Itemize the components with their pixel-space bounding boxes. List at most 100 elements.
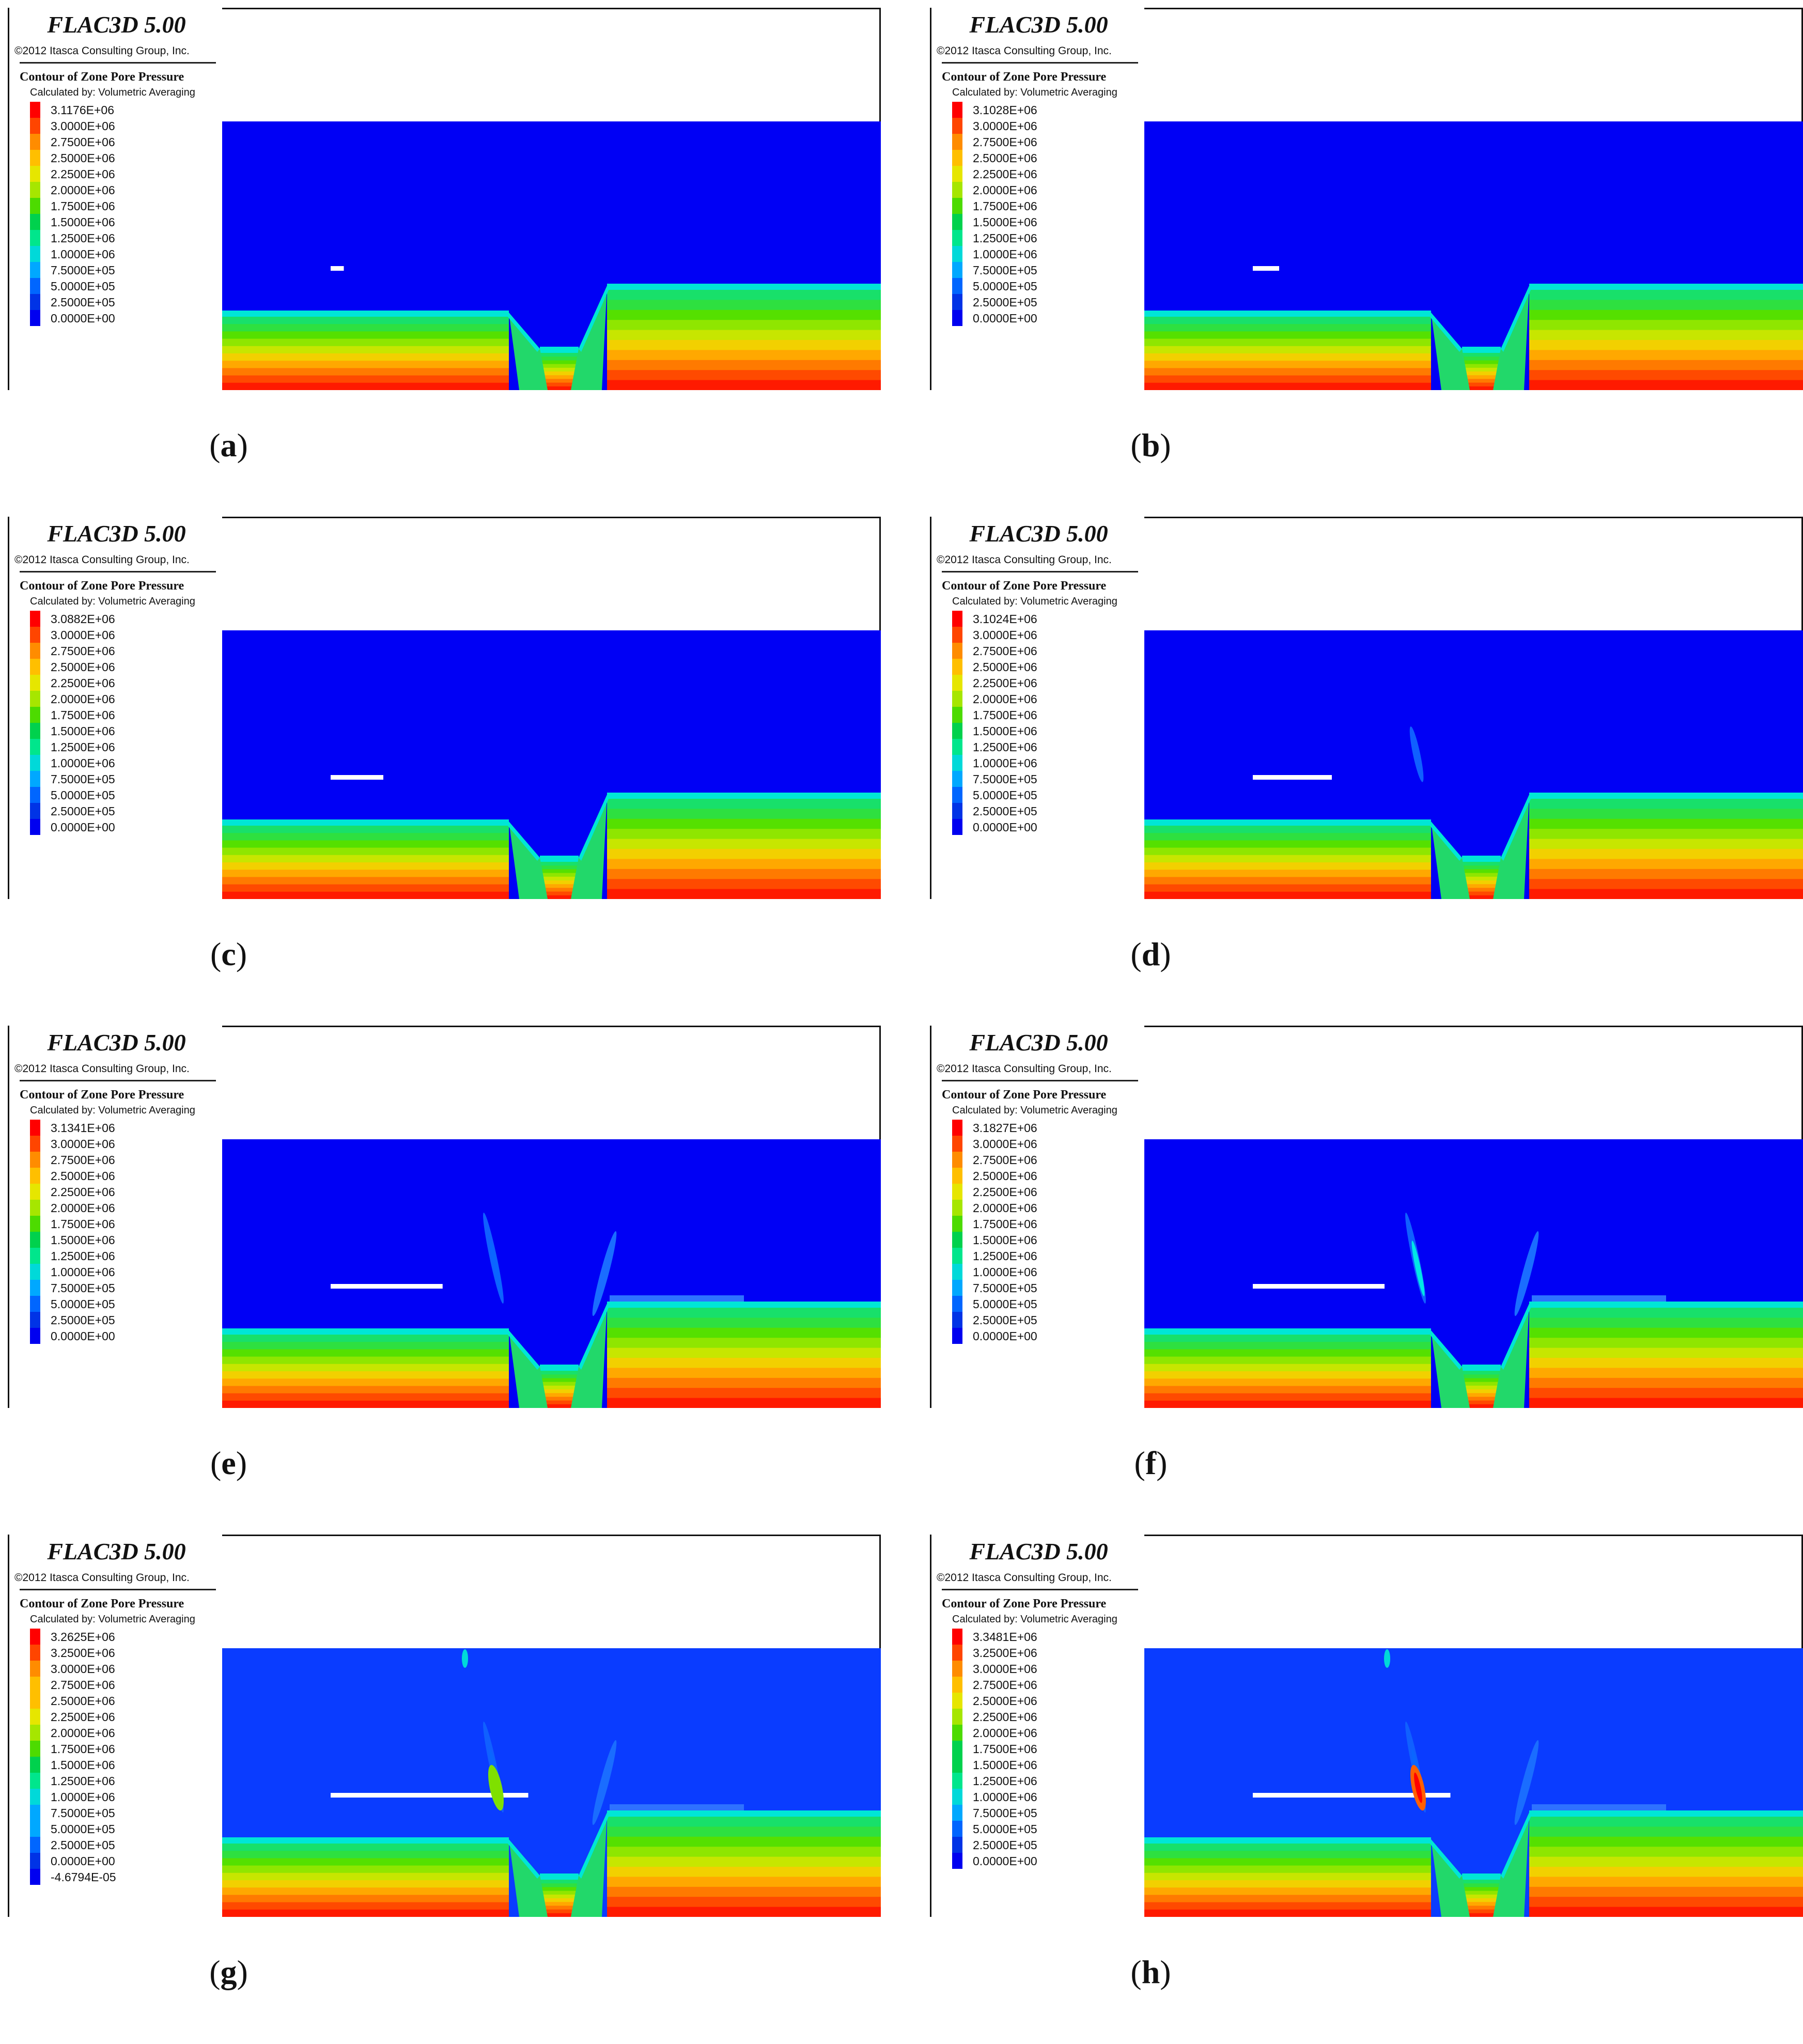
scale-value: 2.2500E+06: [51, 167, 115, 181]
legend-box: FLAC3D 5.00 ©2012 Itasca Consulting Grou…: [930, 517, 1144, 899]
right-strata-band: [607, 1338, 881, 1349]
scale-entry: 1.5000E+06: [30, 214, 216, 230]
right-strata-band: [607, 818, 881, 830]
contour-plot: [1144, 517, 1803, 899]
scale-entry: 3.0000E+06: [952, 118, 1138, 134]
scale-swatch: [952, 1328, 962, 1344]
scale-entry: 3.1028E+06: [952, 102, 1138, 118]
scale-swatch: [30, 803, 40, 819]
scale-swatch: [30, 1837, 40, 1853]
right-strata-band: [607, 1836, 881, 1848]
fracture-hot-core: [488, 1764, 504, 1811]
scale-entry: 1.7500E+06: [30, 707, 216, 723]
scale-entry: 0.0000E+00: [30, 310, 216, 326]
right-strata-band: [1529, 809, 1803, 819]
notch-floor-band: [540, 1404, 579, 1408]
scale-value: 2.2500E+06: [51, 1710, 115, 1724]
notch-floor-band: [540, 865, 579, 870]
scale-swatch: [30, 246, 40, 262]
left-strata-band: [1144, 884, 1431, 892]
scale-swatch: [952, 739, 962, 755]
notch-floor-band: [540, 1891, 579, 1895]
scale-swatch: [952, 1296, 962, 1312]
app-title: FLAC3D 5.00: [969, 1029, 1108, 1056]
left-strata-band: [222, 331, 509, 339]
notch-floor-cap: [540, 1365, 579, 1371]
left-strata-band: [222, 1880, 509, 1888]
left-strata-band: [1144, 368, 1431, 376]
scale-swatch: [952, 1184, 962, 1200]
scale-swatch: [952, 1168, 962, 1184]
scale-value: 3.1341E+06: [51, 1121, 115, 1135]
notch-floor-band: [1462, 367, 1501, 372]
contour-panel-a: FLAC3D 5.00 ©2012 Itasca Consulting Grou…: [8, 8, 881, 517]
scale-swatch: [952, 755, 962, 771]
scale-swatch: [30, 691, 40, 707]
upper-fracture-lens: [1384, 1649, 1390, 1668]
scale-value: 1.0000E+06: [973, 247, 1037, 261]
notch-floor-band: [540, 1887, 579, 1892]
left-strata-cap: [222, 311, 509, 317]
right-strata-band: [1529, 1897, 1803, 1908]
scale-entry: 1.7500E+06: [952, 1741, 1138, 1757]
panel-caption: (f): [1134, 1445, 1168, 1481]
scale-entry: 1.5000E+06: [952, 1757, 1138, 1773]
scale-value: 2.5000E+05: [51, 1313, 115, 1327]
right-strata-band: [1529, 1826, 1803, 1837]
fracture-lens-right: [592, 1231, 617, 1317]
notch-floor-band: [540, 884, 579, 889]
scale-swatch: [952, 1629, 962, 1645]
scale-entry: 7.5000E+05: [30, 262, 216, 278]
excavation-opening: [331, 266, 344, 271]
scale-swatch: [952, 150, 962, 166]
left-slope-rim: [507, 822, 540, 861]
left-strata-band: [1144, 1379, 1431, 1387]
scale-swatch: [30, 1248, 40, 1264]
scale-swatch: [30, 755, 40, 771]
scale-swatch: [952, 1693, 962, 1709]
right-strata-band: [1529, 340, 1803, 351]
scale-swatch: [952, 675, 962, 691]
left-slope: [509, 1330, 548, 1408]
scale-value: 3.0000E+06: [973, 119, 1037, 133]
left-strata-band: [1144, 338, 1431, 347]
left-strata-band: [1144, 1386, 1431, 1394]
notch-floor-band: [540, 353, 579, 358]
scale-entry: 5.0000E+05: [30, 1296, 216, 1312]
scale-value: 1.5000E+06: [51, 1233, 115, 1247]
right-strata-band: [1529, 330, 1803, 340]
panel-caption: (b): [1130, 427, 1171, 463]
contour-svg: [222, 630, 881, 899]
scale-entry: 3.1341E+06: [30, 1120, 216, 1136]
scale-entry: 2.5000E+05: [30, 803, 216, 819]
left-strata-band: [1144, 877, 1431, 885]
scale-swatch: [30, 1757, 40, 1773]
scale-swatch: [952, 102, 962, 118]
left-strata-band: [1144, 1342, 1431, 1350]
left-strata-band: [1144, 353, 1431, 362]
scale-value: 1.5000E+06: [973, 1758, 1037, 1772]
scale-value: 1.7500E+06: [51, 199, 115, 213]
right-strata-band: [607, 1856, 881, 1867]
right-strata-cap: [1529, 793, 1803, 799]
scale-swatch: [30, 1821, 40, 1837]
scale-value: 2.0000E+06: [973, 1726, 1037, 1740]
scale-value: 2.0000E+06: [51, 183, 115, 197]
scale-entry: 7.5000E+05: [30, 1280, 216, 1296]
right-strata-band: [607, 829, 881, 840]
right-strata-band: [1529, 360, 1803, 371]
legend-divider: [942, 571, 1138, 572]
scale-swatch: [30, 134, 40, 150]
notch-floor-band: [1462, 869, 1501, 874]
caption-letter: d: [1141, 936, 1160, 972]
contour-title: Contour of Zone Pore Pressure: [942, 579, 1107, 593]
scale-entry: 2.2500E+06: [952, 675, 1138, 691]
left-strata-band: [222, 862, 509, 871]
right-strata-band: [1529, 1398, 1803, 1408]
scale-swatch: [952, 1853, 962, 1869]
notch-floor-band: [540, 862, 579, 866]
copyright-text: ©2012 Itasca Consulting Group, Inc.: [14, 45, 190, 57]
contour-svg: [1144, 121, 1803, 390]
left-strata-band: [1144, 1902, 1431, 1910]
scale-value: 1.7500E+06: [51, 1742, 115, 1756]
